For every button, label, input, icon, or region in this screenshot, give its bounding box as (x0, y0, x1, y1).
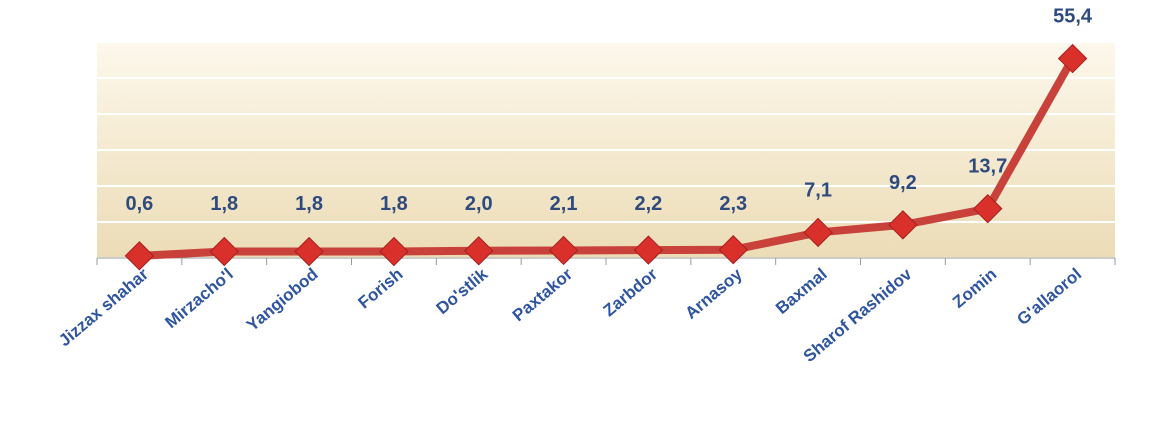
marker (379, 236, 409, 267)
x-tick-label: Baxmal (772, 265, 831, 318)
x-tick-label: Forish (354, 265, 406, 313)
marker (803, 217, 833, 248)
marker (718, 235, 748, 265)
x-tick-label: G'allaorol (1013, 265, 1085, 330)
marker (209, 236, 239, 267)
marker (294, 236, 324, 267)
value-label: 7,1 (804, 179, 832, 201)
marker (973, 193, 1003, 224)
value-label: 2,2 (635, 193, 663, 215)
x-tick-label: Arnasoy (681, 264, 746, 323)
value-label: 0,6 (126, 193, 154, 215)
value-label: 2,1 (550, 193, 578, 215)
value-label: 1,8 (380, 193, 408, 215)
value-label: 55,4 (1053, 6, 1093, 28)
marker (633, 235, 664, 265)
marker (548, 235, 579, 266)
value-label: 13,7 (968, 156, 1007, 178)
marker (464, 236, 494, 266)
x-tick-label: Zarbdor (600, 264, 662, 320)
value-label: 1,8 (210, 193, 238, 215)
value-label: 1,8 (295, 193, 323, 215)
value-label: 2,0 (465, 193, 493, 215)
marker (1057, 43, 1088, 74)
x-tick-label: Do'stlik (433, 264, 492, 318)
value-label: 9,2 (889, 172, 917, 194)
x-tick-label: Yangiobod (243, 265, 322, 335)
x-tick-label: Zomin (949, 265, 1000, 312)
x-tick-label: Paxtakor (509, 264, 577, 325)
x-tick-label: Jizzax shahar (55, 264, 152, 350)
marker (124, 241, 155, 271)
value-label: 2,3 (719, 193, 747, 215)
marker (888, 210, 918, 240)
x-tick-label: Mirzacho'l (161, 265, 236, 333)
